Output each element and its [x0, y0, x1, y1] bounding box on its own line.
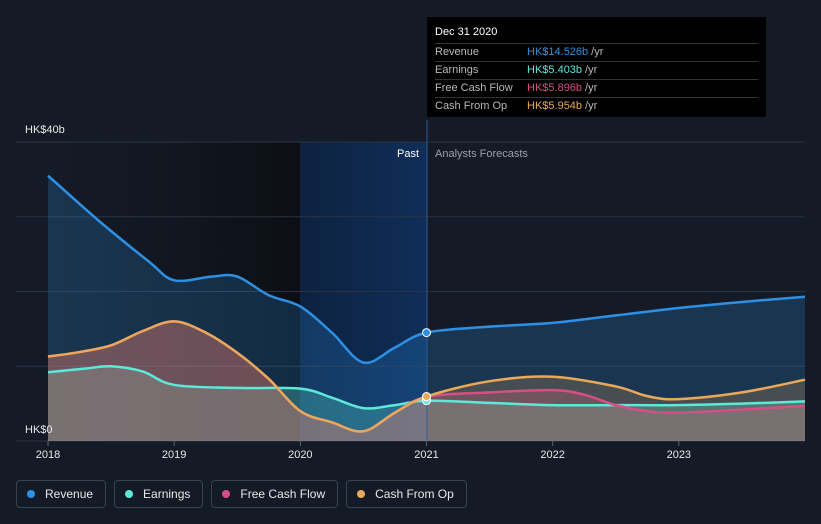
tooltip-unit: /yr [585, 100, 598, 112]
legend: Revenue Earnings Free Cash Flow Cash From O… [16, 480, 467, 508]
tooltip-row-revenue: Revenue HK$14.526b/yr [435, 43, 758, 61]
legend-item-free-cash-flow[interactable]: Free Cash Flow [211, 480, 339, 508]
legend-item-earnings[interactable]: Earnings [114, 480, 204, 508]
tooltip-value: HK$5.896b [527, 82, 583, 94]
tooltip-value: HK$5.954b [527, 100, 583, 112]
forecast-label: Analysts Forecasts [435, 148, 528, 160]
tooltip-label: Revenue [435, 46, 480, 58]
tooltip-date: Dec 31 2020 [435, 26, 498, 38]
tooltip-unit: /yr [585, 82, 598, 94]
free-cash-flow-area [48, 321, 805, 441]
legend-item-revenue[interactable]: Revenue [16, 480, 107, 508]
x-axis: 2018 2019 2020 2021 2022 2023 [36, 441, 691, 461]
legend-dot-icon [222, 490, 231, 498]
revenue-marker [422, 328, 431, 338]
legend-label: Earnings [143, 487, 191, 501]
cash-from-op-area [48, 321, 805, 441]
tooltip-value: HK$14.526b [527, 46, 589, 58]
tooltip-label: Free Cash Flow [435, 82, 513, 94]
revenue-line [47, 174, 806, 365]
legend-label: Revenue [45, 487, 94, 501]
cash-from-op-line [47, 320, 806, 433]
tooltip-value: HK$5.403b [527, 64, 583, 76]
legend-label: Free Cash Flow [240, 487, 326, 501]
grid [16, 141, 805, 442]
legend-item-cash-from-op[interactable]: Cash From Op [346, 480, 467, 508]
x-tick-label: 2019 [162, 449, 186, 461]
tooltip-label: Cash From Op [435, 100, 508, 112]
tooltip: Dec 31 2020 Revenue HK$14.526b/yr Earnings… [427, 17, 766, 117]
tooltip-unit: /yr [585, 64, 598, 76]
x-tick-label: 2022 [540, 449, 564, 461]
series-markers [422, 328, 431, 406]
tooltip-label: Earnings [435, 64, 479, 76]
legend-dot-icon [357, 490, 366, 498]
tooltip-row-free-cash-flow: Free Cash Flow HK$5.896b/yr [435, 79, 758, 97]
tooltip-unit: /yr [591, 46, 604, 58]
tooltip-row-earnings: Earnings HK$5.403b/yr [435, 61, 758, 79]
y-label-top: HK$40b [25, 124, 65, 136]
x-tick-label: 2023 [667, 449, 691, 461]
earnings-line [47, 364, 806, 410]
past-label: Past [397, 148, 419, 160]
cash-from-op-marker [422, 392, 431, 402]
y-label-bottom: HK$0 [25, 424, 53, 436]
legend-dot-icon [27, 490, 35, 498]
x-tick-label: 2020 [288, 449, 312, 461]
revenue-area [48, 175, 805, 441]
x-tick-label: 2021 [414, 449, 438, 461]
legend-dot-icon [125, 490, 134, 498]
legend-label: Cash From Op [375, 487, 454, 501]
tooltip-row-cash-from-op: Cash From Op HK$5.954b/yr [435, 97, 758, 115]
x-tick-label: 2018 [36, 449, 60, 461]
series-lines [47, 174, 806, 433]
